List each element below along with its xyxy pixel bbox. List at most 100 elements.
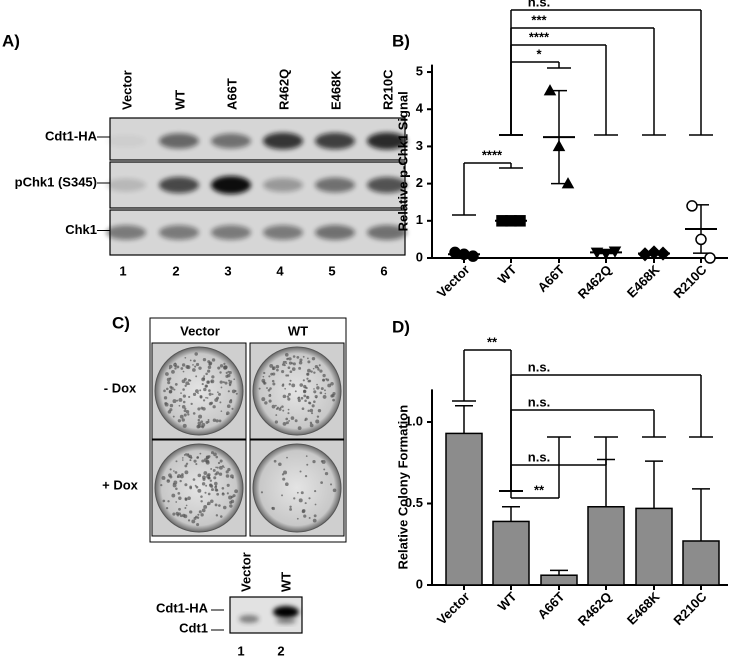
- column-label: WT: [288, 323, 308, 338]
- colony: [298, 366, 302, 370]
- colony: [290, 416, 295, 420]
- colony: [220, 386, 223, 389]
- colony: [273, 459, 277, 463]
- colony: [311, 356, 316, 361]
- colony: [201, 459, 205, 463]
- colony: [207, 419, 210, 421]
- colony: [182, 423, 187, 428]
- blot-band: [273, 606, 299, 618]
- colony: [332, 488, 337, 493]
- colony: [203, 471, 208, 475]
- column-label: Vector: [180, 323, 220, 338]
- colony: [218, 392, 221, 396]
- colony: [320, 481, 323, 484]
- colony: [291, 367, 296, 371]
- colony: [313, 371, 316, 374]
- colony: [268, 399, 272, 403]
- blot-band: [106, 178, 146, 192]
- colony: [324, 392, 327, 395]
- colony: [203, 458, 208, 463]
- colony: [181, 459, 184, 461]
- colony: [178, 507, 181, 511]
- colony: [308, 401, 312, 405]
- colony: [192, 392, 197, 396]
- colony: [194, 352, 198, 356]
- colony: [260, 491, 264, 494]
- colony: [275, 414, 278, 416]
- colony: [285, 417, 289, 421]
- colony: [287, 392, 291, 396]
- colony: [222, 381, 225, 384]
- significance: ****: [482, 147, 503, 162]
- colony: [306, 372, 310, 376]
- colony: [300, 396, 304, 400]
- colony: [306, 377, 309, 380]
- blot-band: [315, 225, 355, 240]
- colony: [184, 356, 187, 359]
- colony: [221, 492, 225, 496]
- point: [608, 246, 622, 258]
- colony: [296, 491, 299, 494]
- colony: [182, 400, 186, 404]
- colony: [225, 474, 230, 478]
- colony: [210, 484, 214, 488]
- colony: [303, 390, 307, 394]
- colony: [188, 383, 191, 385]
- colony: [208, 361, 213, 365]
- colony: [233, 378, 236, 381]
- colony: [316, 415, 320, 418]
- colony: [302, 355, 305, 358]
- colony: [269, 387, 272, 390]
- colony: [299, 358, 303, 362]
- point: [590, 247, 604, 259]
- plate: [154, 346, 244, 436]
- colony: [226, 492, 229, 495]
- colony: [288, 419, 291, 422]
- colony: [312, 518, 317, 523]
- significance: ****: [529, 29, 550, 44]
- bar: [587, 506, 625, 586]
- colony: [214, 472, 218, 476]
- colony: [201, 482, 206, 486]
- colony: [195, 375, 198, 378]
- point: [704, 252, 716, 264]
- colony: [221, 486, 225, 490]
- colony: [192, 364, 194, 366]
- colony: [226, 411, 230, 415]
- x-tick-label: R210C: [670, 262, 710, 302]
- x-tick-label: WT: [495, 262, 520, 287]
- colony: [167, 500, 170, 503]
- colony: [294, 419, 298, 423]
- y-tick-label: 1: [416, 212, 423, 227]
- x-tick-label: E468K: [624, 589, 663, 628]
- colony: [189, 510, 193, 514]
- colony: [169, 385, 173, 389]
- colony: [187, 519, 191, 522]
- colony: [208, 392, 212, 396]
- colony: [176, 475, 179, 479]
- bar: [492, 520, 530, 586]
- point: [514, 215, 526, 227]
- point: [561, 177, 575, 189]
- colony: [213, 452, 217, 457]
- colony: [183, 514, 188, 519]
- colony: [200, 500, 203, 503]
- blot-band: [315, 132, 355, 150]
- colony: [276, 406, 280, 409]
- colony: [313, 390, 317, 394]
- colony: [274, 420, 278, 424]
- blot-band: [211, 225, 251, 240]
- x-tick-label: E468K: [624, 262, 663, 301]
- colony: [171, 493, 176, 498]
- colony: [161, 475, 166, 480]
- colony: [282, 477, 286, 481]
- colony: [261, 378, 266, 383]
- y-tick-label: 4: [416, 101, 424, 116]
- colony: [193, 516, 197, 520]
- colony: [214, 503, 218, 507]
- colony: [207, 501, 211, 506]
- colony: [188, 395, 191, 399]
- colony: [182, 388, 185, 391]
- blot-band: [263, 132, 303, 150]
